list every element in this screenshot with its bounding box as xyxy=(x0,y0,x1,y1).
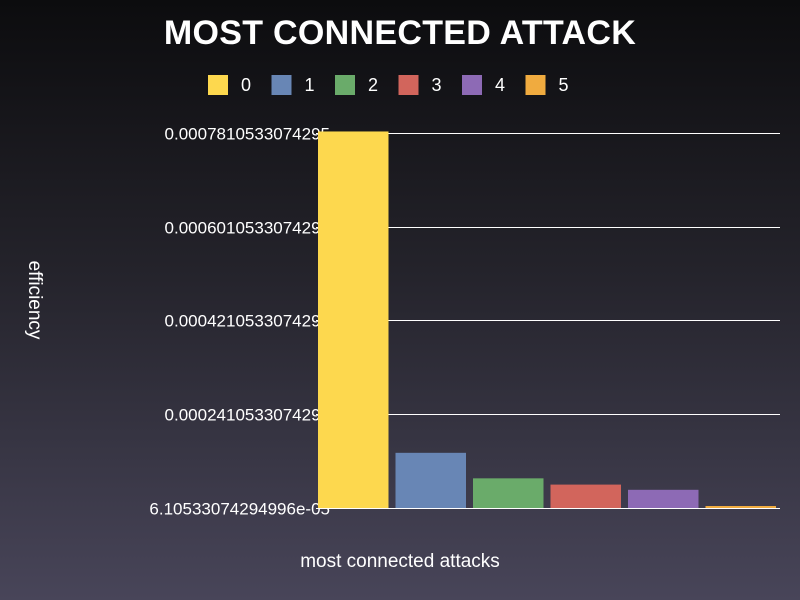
x-axis-label: most connected attacks xyxy=(300,551,500,572)
y-tick-labels: 6.10533074294996e-05 0.0002410533074295 0.… xyxy=(149,125,330,519)
legend-label-2: 2 xyxy=(368,75,378,95)
y-tick-label: 6.10533074294996e-05 xyxy=(149,500,330,519)
legend-label-5: 5 xyxy=(559,75,569,95)
bars xyxy=(318,131,776,508)
y-tick-label: 0.0007810533074295 xyxy=(165,125,330,144)
bar-5 xyxy=(705,506,776,508)
legend-label-4: 4 xyxy=(495,75,505,95)
legend-swatch-0 xyxy=(208,75,228,95)
legend: 0 1 2 3 4 5 xyxy=(208,75,569,95)
bar-4 xyxy=(628,489,699,508)
y-tick-label: 0.0006010533074295 xyxy=(165,219,330,238)
gridlines xyxy=(316,133,780,509)
legend-swatch-1 xyxy=(271,75,292,95)
legend-swatch-5 xyxy=(525,75,546,95)
legend-swatch-4 xyxy=(462,75,482,95)
bar-0 xyxy=(318,131,389,508)
legend-label-3: 3 xyxy=(432,75,442,95)
bar-2 xyxy=(473,478,544,508)
legend-label-0: 0 xyxy=(241,75,251,95)
legend-swatch-2 xyxy=(335,75,355,95)
y-tick-label: 0.0004210533074295 xyxy=(165,312,330,331)
y-tick-label: 0.0002410533074295 xyxy=(165,406,330,425)
bar-1 xyxy=(395,452,466,508)
chart-title: MOST CONNECTED ATTACK xyxy=(163,14,637,52)
legend-label-1: 1 xyxy=(305,75,315,95)
bar-3 xyxy=(550,484,621,508)
legend-swatch-3 xyxy=(398,75,419,95)
